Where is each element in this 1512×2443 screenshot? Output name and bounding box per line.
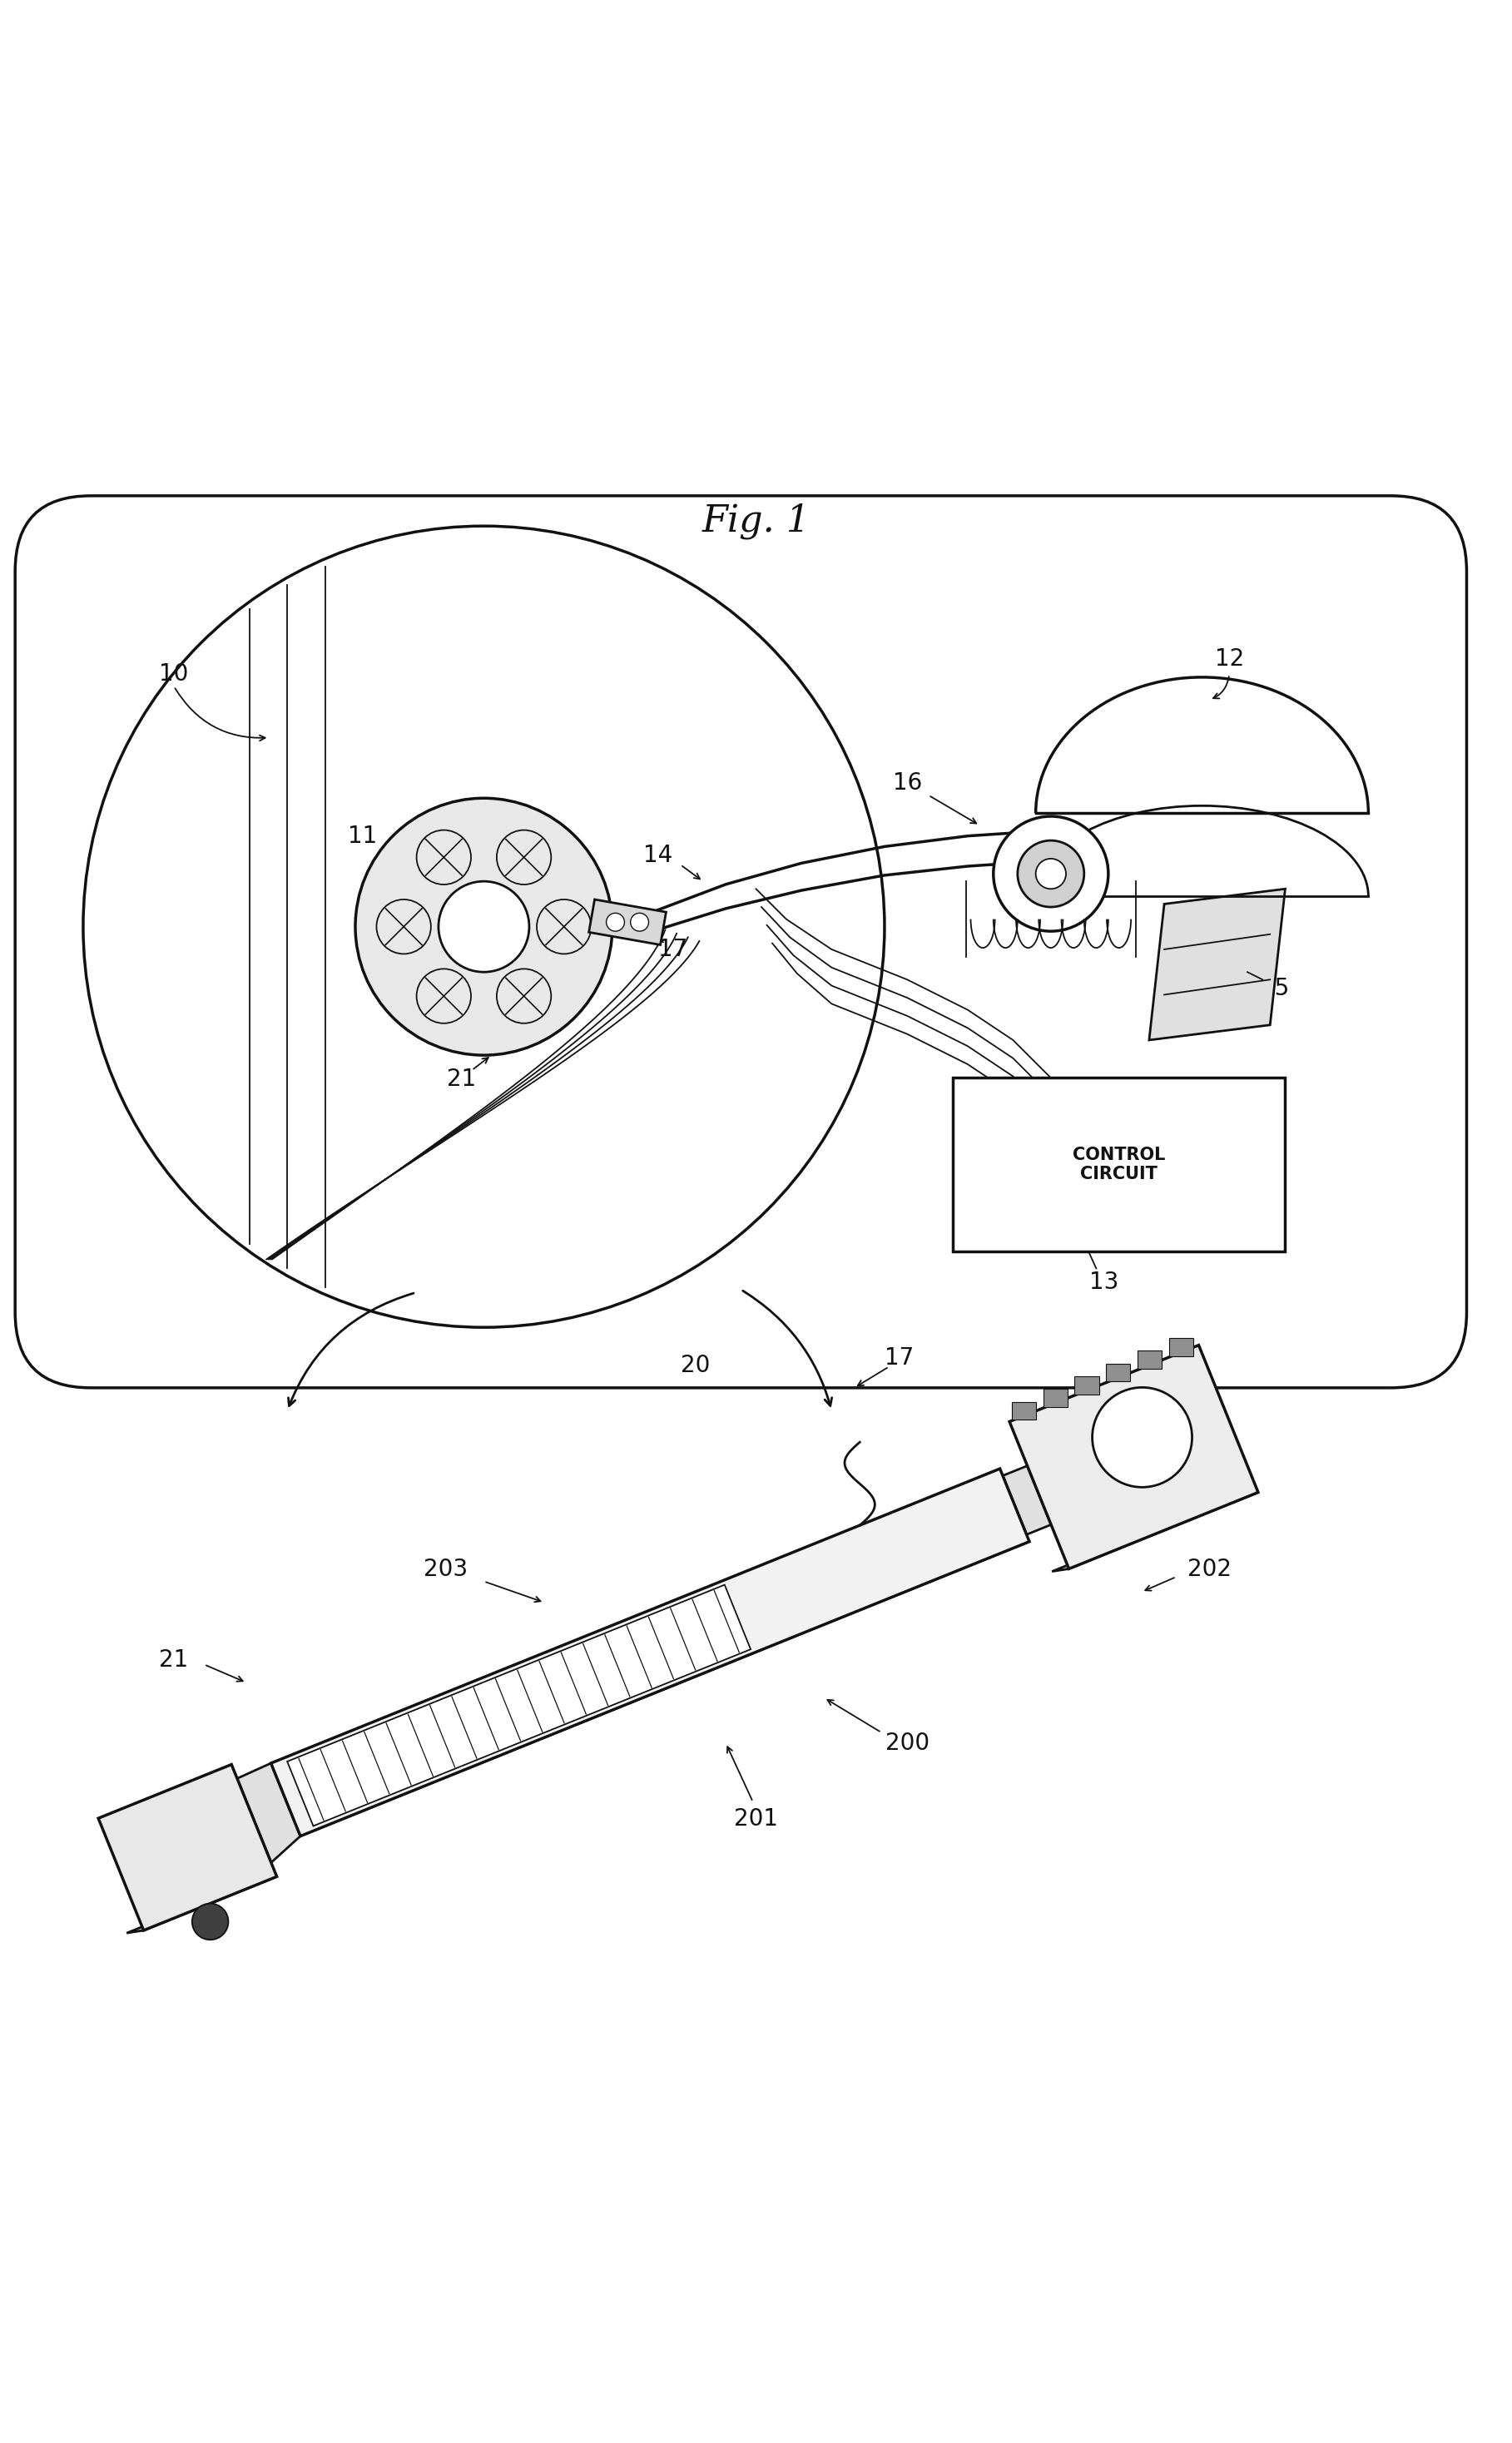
Circle shape xyxy=(83,525,885,1327)
Bar xyxy=(1107,1363,1131,1383)
Text: 202: 202 xyxy=(1187,1559,1232,1581)
Text: 15: 15 xyxy=(1259,977,1290,999)
Bar xyxy=(953,1077,1285,1251)
Polygon shape xyxy=(284,1542,1030,1840)
Text: 17: 17 xyxy=(658,938,688,960)
Polygon shape xyxy=(1010,1346,1258,1568)
Text: 13: 13 xyxy=(1089,1270,1119,1295)
Bar xyxy=(1012,1402,1036,1419)
Polygon shape xyxy=(287,1586,750,1825)
Text: 201: 201 xyxy=(733,1808,779,1830)
Circle shape xyxy=(417,831,472,884)
Polygon shape xyxy=(98,1764,277,1930)
Polygon shape xyxy=(98,1764,277,1930)
Text: 16: 16 xyxy=(892,772,922,794)
Text: 10: 10 xyxy=(159,662,189,686)
Circle shape xyxy=(355,799,612,1055)
Bar xyxy=(1075,1375,1099,1395)
Polygon shape xyxy=(127,1876,277,1932)
Circle shape xyxy=(438,882,529,972)
Text: CONTROL
CIRCUIT: CONTROL CIRCUIT xyxy=(1072,1146,1166,1182)
Text: 21: 21 xyxy=(446,1068,476,1092)
Polygon shape xyxy=(1002,1466,1051,1534)
Circle shape xyxy=(1092,1388,1191,1488)
Text: Fig. 1: Fig. 1 xyxy=(702,503,810,540)
Circle shape xyxy=(497,831,552,884)
Circle shape xyxy=(376,899,431,953)
Circle shape xyxy=(631,914,649,931)
Polygon shape xyxy=(588,899,667,945)
Polygon shape xyxy=(1052,1493,1258,1571)
Polygon shape xyxy=(1149,889,1285,1041)
Text: 17: 17 xyxy=(885,1346,915,1368)
Circle shape xyxy=(192,1903,228,1940)
Circle shape xyxy=(497,970,552,1024)
Text: 12: 12 xyxy=(1214,647,1244,672)
Text: 21: 21 xyxy=(159,1649,189,1671)
Text: 203: 203 xyxy=(423,1559,469,1581)
Circle shape xyxy=(606,914,624,931)
Circle shape xyxy=(537,899,591,953)
Circle shape xyxy=(993,816,1108,931)
Polygon shape xyxy=(237,1764,301,1862)
Circle shape xyxy=(1036,857,1066,889)
Bar xyxy=(1169,1339,1193,1356)
Bar xyxy=(1139,1351,1163,1368)
Text: 14: 14 xyxy=(643,843,673,867)
Text: 20: 20 xyxy=(680,1353,711,1378)
Text: 200: 200 xyxy=(885,1732,930,1754)
Text: 11: 11 xyxy=(348,823,378,848)
FancyBboxPatch shape xyxy=(15,496,1467,1388)
Polygon shape xyxy=(271,1468,1030,1837)
Circle shape xyxy=(417,970,472,1024)
Circle shape xyxy=(1018,840,1084,906)
Bar xyxy=(1043,1390,1067,1407)
